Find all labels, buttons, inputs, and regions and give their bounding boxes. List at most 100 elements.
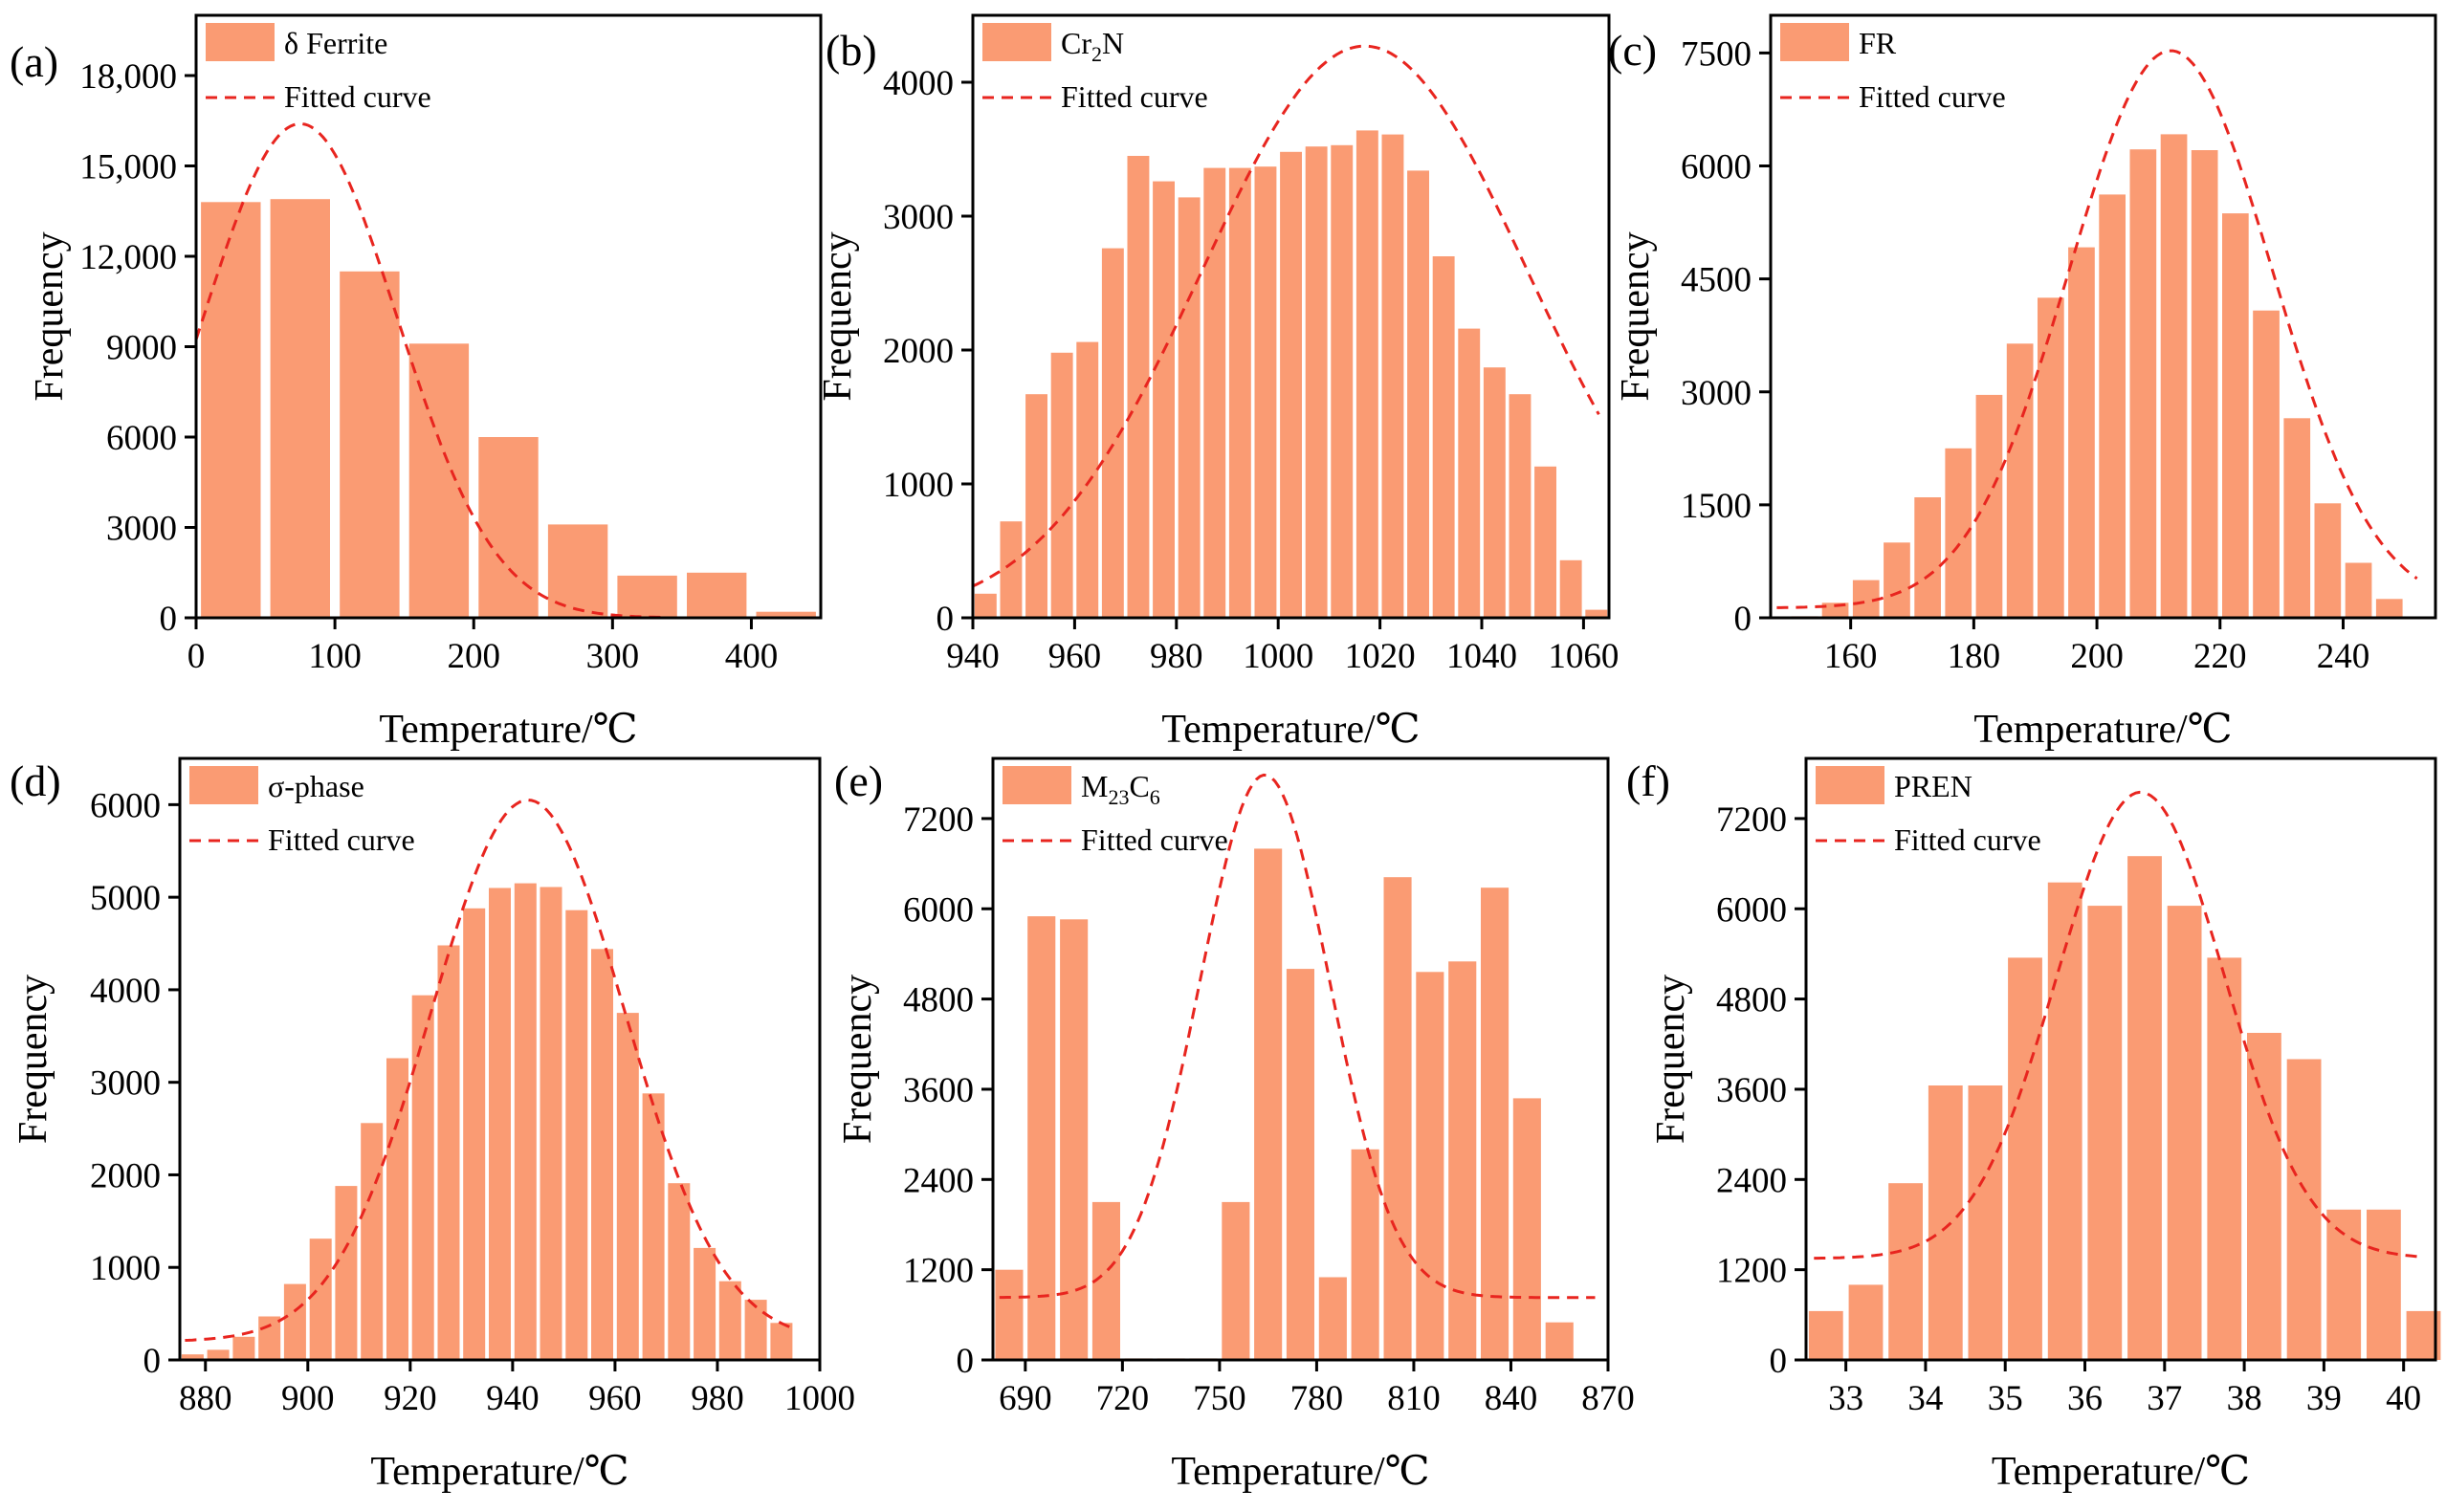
y-axis-title: Frequency bbox=[816, 231, 860, 401]
y-tick-label: 4500 bbox=[1681, 261, 1752, 300]
legend-label-sub: 23 bbox=[1108, 785, 1129, 809]
x-tick-label: 780 bbox=[1290, 1379, 1344, 1418]
bar bbox=[1050, 352, 1073, 618]
x-tick-label: 720 bbox=[1096, 1379, 1150, 1418]
y-tick-label: 3000 bbox=[883, 198, 954, 237]
bar bbox=[2375, 599, 2403, 618]
x-tick-label: 960 bbox=[1048, 637, 1102, 676]
legend-label-fit: Fitted curve bbox=[1859, 79, 2006, 114]
x-tick-label: 38 bbox=[2227, 1379, 2262, 1418]
panel-label: (a) bbox=[10, 37, 58, 86]
x-tick-label: 940 bbox=[946, 637, 1000, 676]
y-tick-label: 2400 bbox=[1716, 1161, 1787, 1200]
y-tick-label: 15,000 bbox=[79, 148, 177, 187]
bar bbox=[1383, 877, 1412, 1360]
bar bbox=[408, 343, 470, 618]
y-tick-label: 0 bbox=[957, 1342, 975, 1381]
x-tick-label: 750 bbox=[1193, 1379, 1246, 1418]
bar bbox=[1432, 256, 1455, 618]
plot-frame bbox=[971, 13, 1611, 620]
bar bbox=[1407, 170, 1429, 618]
legend-swatch-bar bbox=[1816, 766, 1884, 804]
y-tick-label: 7500 bbox=[1681, 34, 1752, 74]
x-tick-label: 1000 bbox=[784, 1379, 855, 1418]
x-tick-label: 34 bbox=[1907, 1379, 1943, 1418]
y-tick-label: 1000 bbox=[90, 1249, 161, 1288]
x-axis-title: Temperature/℃ bbox=[1161, 708, 1420, 752]
y-tick-label: 4800 bbox=[903, 981, 974, 1020]
y-tick-label: 4800 bbox=[1716, 981, 1787, 1020]
bar bbox=[2087, 906, 2123, 1360]
bar bbox=[1000, 521, 1023, 618]
x-tick-label: 1060 bbox=[1548, 637, 1619, 676]
y-tick-label: 7200 bbox=[903, 800, 974, 840]
bar bbox=[565, 909, 588, 1360]
bar bbox=[718, 1281, 741, 1360]
legend-swatch-bar bbox=[189, 766, 258, 804]
bar bbox=[2367, 1209, 2401, 1361]
bar bbox=[181, 1354, 204, 1360]
x-tick-label: 1040 bbox=[1446, 637, 1517, 676]
legend-label-fit: Fitted curve bbox=[268, 822, 415, 857]
bar bbox=[207, 1349, 230, 1360]
bar bbox=[1534, 466, 1556, 618]
bar bbox=[309, 1238, 332, 1360]
bar bbox=[642, 1093, 665, 1360]
bar bbox=[2286, 1059, 2322, 1360]
y-tick-label: 4000 bbox=[883, 64, 954, 103]
legend: PREN Fitted curve bbox=[1816, 766, 2041, 857]
bar bbox=[1968, 1085, 2003, 1360]
y-tick-label: 6000 bbox=[106, 419, 177, 458]
legend-label-fit: Fitted curve bbox=[1894, 822, 2041, 857]
panel-label: (b) bbox=[826, 26, 877, 75]
bar bbox=[1280, 151, 1302, 619]
x-tick-label: 200 bbox=[447, 637, 500, 676]
x-tick-label: 180 bbox=[1948, 637, 2001, 676]
y-tick-label: 5000 bbox=[90, 879, 161, 918]
panel-a: 0 100 200 300 400 0 3000 6000 9000 12,000 15,000 18… bbox=[10, 13, 823, 752]
legend-label-main: M bbox=[1081, 769, 1108, 803]
bar bbox=[540, 887, 562, 1360]
y-tick-label: 6000 bbox=[1681, 148, 1752, 187]
x-tick-label: 39 bbox=[2306, 1379, 2342, 1418]
y-tick-label: 3000 bbox=[106, 510, 177, 549]
plot-frame bbox=[194, 13, 823, 620]
bar bbox=[2314, 503, 2342, 618]
y-tick-label: 1000 bbox=[883, 466, 954, 505]
x-tick-label: 40 bbox=[2386, 1379, 2421, 1418]
legend: δ Ferrite Fitted curve bbox=[206, 23, 431, 114]
bar bbox=[1228, 167, 1251, 618]
panel-b: 940 960 980 1000 1020 1040 1060 0 1000 2000 3000 40… bbox=[816, 13, 1619, 752]
bar bbox=[1483, 367, 1506, 618]
bar bbox=[2127, 856, 2162, 1360]
bar bbox=[478, 437, 539, 618]
bar bbox=[411, 995, 434, 1360]
legend: σ-phase Fitted curve bbox=[189, 766, 415, 857]
bar bbox=[340, 271, 400, 619]
x-axis-title: Temperature/℃ bbox=[379, 708, 637, 752]
legend-label-sub2: 6 bbox=[1150, 785, 1160, 809]
x-tick-label: 900 bbox=[281, 1379, 335, 1418]
legend: Cr2N Fitted curve bbox=[982, 23, 1208, 114]
legend-swatch-bar bbox=[1003, 766, 1071, 804]
y-tick-label: 6000 bbox=[90, 786, 161, 825]
bars bbox=[181, 883, 793, 1360]
x-tick-label: 35 bbox=[1988, 1379, 2023, 1418]
bar bbox=[995, 1269, 1024, 1360]
x-tick-label: 240 bbox=[2317, 637, 2370, 676]
bar bbox=[1355, 130, 1378, 618]
plot-frame bbox=[991, 756, 1610, 1362]
bar bbox=[1509, 394, 1532, 618]
x-axis-title: Temperature/℃ bbox=[370, 1450, 628, 1494]
legend-label-sub: 2 bbox=[1091, 42, 1102, 66]
bar bbox=[1888, 1183, 1923, 1360]
bar bbox=[1821, 603, 1849, 619]
legend-label-fit: Fitted curve bbox=[1081, 822, 1228, 857]
bar bbox=[1416, 972, 1444, 1360]
legend-swatch-bar bbox=[206, 23, 275, 61]
bar bbox=[1585, 609, 1608, 618]
x-axis-title: Temperature/℃ bbox=[1171, 1450, 1429, 1494]
y-tick-label: 1200 bbox=[1716, 1252, 1787, 1291]
panel-f: 33 34 35 36 37 38 39 40 0 1200 2400 3600 4800 6000 720… bbox=[1626, 756, 2441, 1494]
bars bbox=[995, 848, 1574, 1360]
